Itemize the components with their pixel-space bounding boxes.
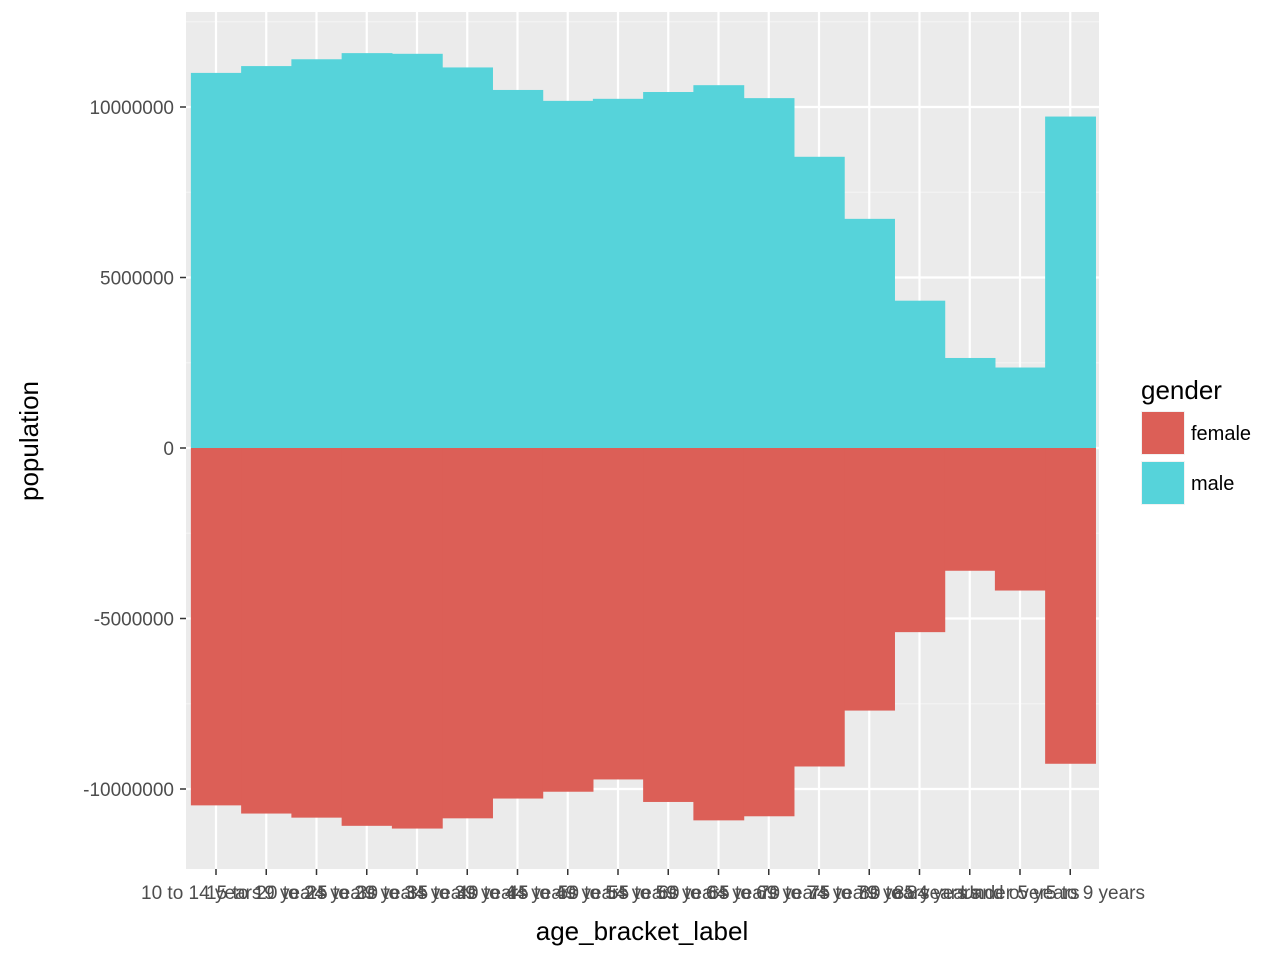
bar-female-14[interactable] — [894, 448, 946, 633]
bar-female-15[interactable] — [944, 448, 996, 571]
x-tick-label: 30 to 34 years — [357, 883, 477, 904]
bar-male-6[interactable] — [492, 89, 544, 448]
x-tick-label: 25 to 29 years — [307, 883, 427, 904]
x-tick-label: 10 to 14 years — [141, 883, 261, 904]
bar-male-16[interactable] — [994, 367, 1046, 448]
bar-male-14[interactable] — [894, 300, 946, 448]
x-tick-label: Under 5 years — [960, 883, 1079, 904]
x-tick-label: 40 to 44 years — [457, 883, 577, 904]
bar-male-4[interactable] — [391, 53, 443, 449]
y-axis-ticks: -10000000 -5000000 0 5000000 10000000 — [83, 98, 186, 801]
bar-female-1[interactable] — [241, 448, 292, 814]
legend-swatch-male[interactable] — [1142, 462, 1184, 504]
bar-male-13[interactable] — [844, 218, 895, 448]
bar-female-4[interactable] — [391, 448, 443, 829]
x-tick-label: 5 to 9 years — [1046, 883, 1145, 904]
bar-male-17[interactable] — [1045, 116, 1096, 449]
bar-male-15[interactable] — [944, 357, 996, 448]
bar-male-0[interactable] — [190, 72, 242, 449]
y-tick-label: -5000000 — [94, 610, 174, 631]
bar-female-12[interactable] — [793, 448, 845, 767]
y-axis-title: population — [14, 381, 44, 501]
legend-label-male: male — [1191, 473, 1234, 495]
x-tick-label: 70 to 74 years — [759, 883, 879, 904]
x-tick-label: 80 to 84 years — [859, 883, 979, 904]
bar-female-3[interactable] — [341, 448, 393, 826]
x-tick-label: 20 to 24 years — [256, 883, 376, 904]
y-tick-label: 5000000 — [100, 269, 174, 290]
x-tick-label: 50 to 54 years — [558, 883, 678, 904]
bar-male-7[interactable] — [542, 100, 594, 449]
bar-female-6[interactable] — [492, 448, 544, 799]
bar-male-2[interactable] — [291, 59, 343, 448]
bar-female-9[interactable] — [643, 448, 694, 802]
x-tick-label: 55 to 59 years — [608, 883, 728, 904]
legend-label-female: female — [1191, 423, 1251, 445]
bar-female-8[interactable] — [592, 448, 644, 780]
y-tick-label: -10000000 — [83, 780, 174, 801]
x-tick-label: 15 to 19 years — [206, 883, 326, 904]
bar-female-5[interactable] — [442, 448, 493, 819]
bar-male-3[interactable] — [341, 53, 393, 449]
bar-female-7[interactable] — [542, 448, 594, 792]
legend-swatch-female[interactable] — [1142, 412, 1184, 454]
x-axis-title: age_bracket_label — [536, 916, 749, 946]
y-tick-label: 10000000 — [89, 98, 174, 119]
x-tick-label: 75 to 79 years — [809, 883, 929, 904]
bar-female-0[interactable] — [190, 448, 242, 806]
bar-female-11[interactable] — [743, 448, 795, 817]
legend-title: gender — [1141, 375, 1222, 405]
bars — [190, 53, 1096, 829]
bar-male-11[interactable] — [743, 98, 795, 448]
x-tick-label: 35 to 39 years — [407, 883, 527, 904]
y-tick-label: 0 — [163, 439, 174, 460]
bar-female-10[interactable] — [693, 448, 745, 821]
bar-female-2[interactable] — [291, 448, 343, 818]
bar-male-10[interactable] — [693, 85, 745, 449]
bar-male-9[interactable] — [643, 92, 694, 448]
bar-female-13[interactable] — [844, 448, 895, 711]
x-tick-label: 65 to 69 years — [709, 883, 829, 904]
x-tick-label: 60 to 64 years — [658, 883, 778, 904]
bar-male-12[interactable] — [793, 156, 845, 449]
bar-female-17[interactable] — [1045, 448, 1096, 764]
legend: gender female male — [1141, 375, 1251, 505]
bar-male-5[interactable] — [442, 67, 493, 448]
bar-male-8[interactable] — [592, 98, 644, 448]
x-tick-label: 45 to 49 years — [508, 883, 628, 904]
bar-male-1[interactable] — [241, 66, 292, 448]
bar-female-16[interactable] — [994, 448, 1046, 591]
x-tick-label: 85 years and over — [894, 883, 1047, 904]
